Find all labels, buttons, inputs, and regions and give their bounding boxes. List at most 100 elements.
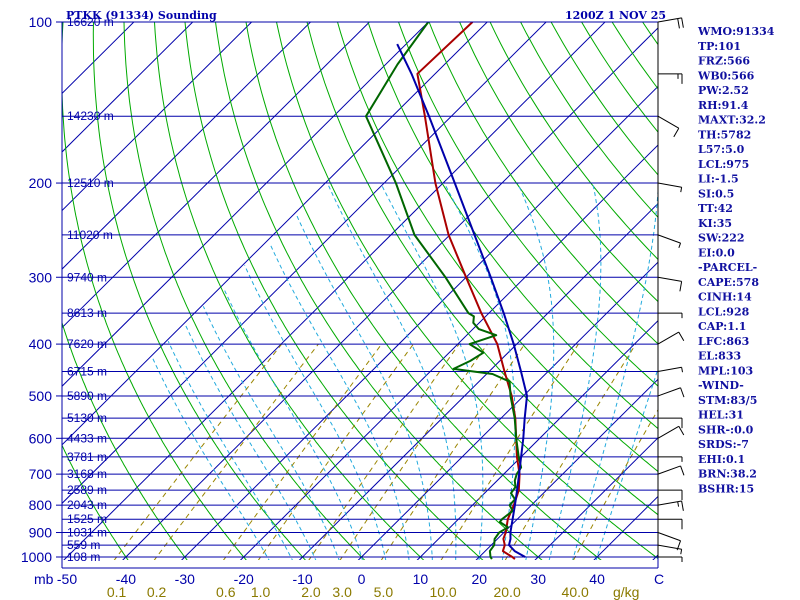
wind-barb <box>657 500 684 511</box>
wind-barb <box>658 417 683 429</box>
wind-barb <box>657 17 684 29</box>
index-line: SRDS:-7 <box>698 438 749 451</box>
barb-flag <box>681 367 683 373</box>
barb-flag <box>677 18 680 29</box>
pressure-tick-label: 400 <box>29 336 53 352</box>
pressure-tick-label: 200 <box>29 175 53 191</box>
diagram-grid <box>62 22 658 560</box>
mixing-ratio-line <box>339 343 488 560</box>
moist-adiabat <box>202 306 340 560</box>
height-label: 3781 m <box>67 450 107 464</box>
isotherm <box>63 22 606 560</box>
mixing-ratio-tick-label: 2.0 <box>301 584 321 600</box>
pressure-tick-label: 700 <box>29 466 53 482</box>
index-line: BRN:38.2 <box>698 468 757 481</box>
barb-flag <box>680 549 683 555</box>
barb-flag <box>678 242 682 248</box>
height-label: 108 m <box>67 550 100 564</box>
height-label: 11020 m <box>67 228 113 242</box>
mixing-ratio-tick-label: 20.0 <box>493 584 520 600</box>
isotherm <box>122 27 658 560</box>
barb-flag <box>678 331 685 342</box>
index-line: KI:35 <box>698 217 732 230</box>
mixing-ratio-tick-label: 0.6 <box>216 584 236 600</box>
dry-adiabat <box>62 22 247 560</box>
height-label: 16620 m <box>67 15 114 29</box>
index-line: -PARCEL- <box>698 261 757 274</box>
wind-barb <box>657 425 685 439</box>
height-label: 7620 m <box>67 337 107 351</box>
dry-adiabat <box>306 22 658 516</box>
wind-barb <box>658 312 683 319</box>
mixing-ratio-line <box>257 343 414 560</box>
temperature-tick-label: -50 <box>57 571 77 587</box>
isotherm <box>298 202 658 560</box>
barb-flag <box>680 187 683 193</box>
isotherm <box>534 437 658 560</box>
isotherm <box>239 144 658 560</box>
pressure-tick-label: 300 <box>29 269 53 285</box>
dewpoint-profile <box>365 22 523 560</box>
mixing-ratio-tick-label: 0.1 <box>107 584 127 600</box>
index-line: TP:101 <box>698 40 741 53</box>
barb-staff <box>657 331 680 345</box>
isotherm <box>62 22 430 387</box>
index-line: WMO:91334 <box>697 25 775 38</box>
barb-staff <box>657 276 682 282</box>
temperature-tick-label: 10 <box>413 571 429 587</box>
pressure-tick-label: 1000 <box>21 549 52 565</box>
dry-adiabat <box>428 22 658 345</box>
wind-barb <box>657 182 683 193</box>
dry-adiabat <box>459 22 658 303</box>
index-line: MAXT:32.2 <box>698 114 766 127</box>
height-label: 6715 m <box>67 364 107 378</box>
wind-barbs <box>657 17 685 562</box>
wind-barb <box>657 331 685 345</box>
index-line: PW:2.52 <box>698 84 749 97</box>
height-labels: 16620 m 14230 m 12510 m 11020 m 9740 m 8613 m… <box>67 15 114 564</box>
barb-staff <box>657 115 680 129</box>
dry-adiabat <box>397 22 658 387</box>
dry-adiabat <box>489 22 658 261</box>
barb-flag <box>681 17 684 28</box>
temperature-tick-label: 0 <box>358 571 366 587</box>
temperature-tick-label: -20 <box>234 571 254 587</box>
wind-barb <box>657 366 683 373</box>
dry-adiabat <box>184 22 484 560</box>
index-line: SW:222 <box>698 232 745 245</box>
moist-adiabat <box>380 182 484 560</box>
moist-adiabat <box>326 182 457 560</box>
wind-barb <box>657 234 682 248</box>
barb-staff <box>657 532 681 542</box>
temperature-tick-label: 20 <box>472 571 488 587</box>
pressure-tick-label: 900 <box>29 525 53 541</box>
barb-staff <box>657 182 682 188</box>
moist-adiabat <box>152 357 270 560</box>
moist-adiabat <box>167 340 293 560</box>
isotherm <box>357 261 658 560</box>
barb-flag <box>679 281 683 292</box>
temperature-unit: C <box>654 571 664 587</box>
dry-adiabat <box>245 22 602 560</box>
wind-barb <box>658 489 683 501</box>
index-line: CINH:14 <box>698 291 752 304</box>
height-label: 5890 m <box>67 389 107 403</box>
wind-barb <box>657 115 680 138</box>
height-label: 8613 m <box>67 306 107 320</box>
barb-staff <box>657 387 681 397</box>
barb-staff <box>657 425 680 439</box>
temperature-tick-label: -10 <box>292 571 312 587</box>
index-line: TH:5782 <box>698 128 751 141</box>
barb-flag <box>680 465 685 476</box>
index-line: EL:833 <box>698 350 741 363</box>
index-line: LI:-1.5 <box>698 173 739 186</box>
wind-barb <box>657 465 685 476</box>
index-line: CAP:1.1 <box>698 320 746 333</box>
moist-adiabat <box>595 367 658 560</box>
index-line: HEL:31 <box>698 409 744 422</box>
height-label: 9740 m <box>67 270 107 284</box>
moist-adiabat <box>244 265 387 560</box>
index-line: RH:91.4 <box>698 99 749 112</box>
